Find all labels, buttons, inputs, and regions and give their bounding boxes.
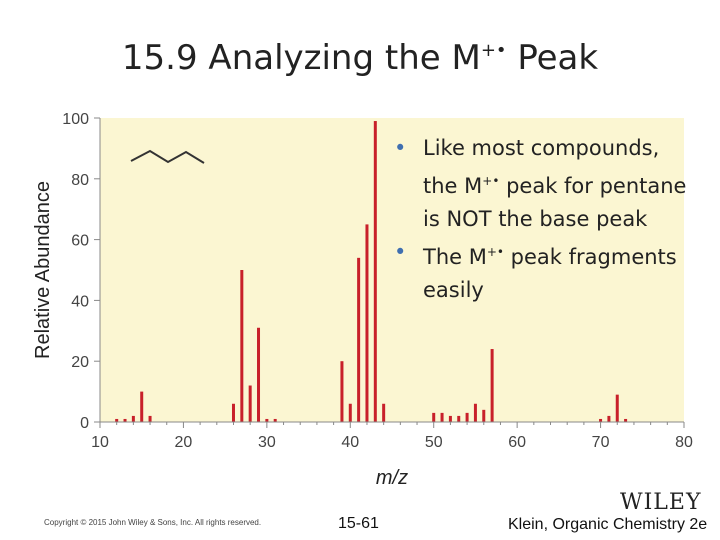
spectrum-peak-73 — [624, 418, 628, 422]
y-tick-label: 0 — [80, 415, 89, 432]
spectrum-peak-44 — [382, 403, 386, 422]
spectrum-peak-28 — [248, 385, 252, 422]
pentane-structure — [130, 149, 205, 164]
spectrum-peak-29 — [257, 327, 261, 422]
y-tick-label: 60 — [71, 233, 89, 250]
y-tick-label: 20 — [71, 354, 89, 371]
spectrum-peak-56 — [482, 409, 486, 422]
spectrum-peak-50 — [432, 412, 436, 422]
x-tick-label: 60 — [508, 434, 526, 451]
spectrum-peak-13 — [123, 418, 127, 422]
spectrum-peak-26 — [231, 403, 235, 422]
bullet-list: Like most compounds, the M+• peak for pe… — [392, 132, 692, 307]
spectrum-peak-39 — [340, 361, 344, 422]
x-tick-label: 70 — [592, 434, 610, 451]
x-axis-label: m/z — [376, 467, 408, 489]
x-tick-label: 80 — [675, 434, 693, 451]
slide-number: 15-61 — [338, 515, 379, 532]
x-tick-label: 40 — [341, 434, 359, 451]
y-axis-label: Relative Abundance — [32, 181, 54, 359]
bullet-item: Like most compounds, the M+• peak for pe… — [392, 132, 692, 236]
spectrum-peak-51 — [440, 412, 444, 422]
y-tick-label: 100 — [62, 111, 89, 128]
wiley-logo: WILEY — [620, 490, 702, 515]
spectrum-peak-55 — [473, 403, 477, 422]
spectrum-peak-70 — [599, 418, 603, 422]
spectrum-peak-52 — [448, 415, 452, 422]
spectrum-peak-72 — [615, 394, 619, 422]
spectrum-peak-54 — [465, 412, 469, 422]
spectrum-peak-30 — [265, 418, 269, 422]
spectrum-peak-53 — [457, 415, 461, 422]
spectrum-peak-42 — [365, 224, 369, 422]
spectrum-peak-71 — [607, 415, 611, 422]
x-tick-label: 10 — [91, 434, 109, 451]
spectrum-peak-40 — [348, 403, 352, 422]
slide-title: 15.9 Analyzing the M+• Peak — [121, 38, 599, 78]
radical-cation-superscript: +• — [480, 40, 507, 61]
x-tick-label: 20 — [175, 434, 193, 451]
spectrum-peak-12 — [115, 418, 119, 422]
y-tick-label: 40 — [71, 293, 89, 310]
spectrum-peak-43 — [373, 121, 377, 422]
spectrum-peak-57 — [490, 349, 494, 422]
spectrum-peak-16 — [148, 415, 152, 422]
x-tick-label: 30 — [258, 434, 276, 451]
x-tick-label: 50 — [425, 434, 443, 451]
textbook-citation: Klein, Organic Chemistry 2e — [508, 516, 708, 533]
spectrum-peak-15 — [140, 391, 144, 422]
spectrum-peak-41 — [357, 257, 361, 422]
copyright-notice: Copyright © 2015 John Wiley & Sons, Inc.… — [44, 518, 262, 527]
y-tick-label: 80 — [71, 172, 89, 189]
bullet-item: The M+• peak fragments easily — [392, 236, 692, 307]
spectrum-peak-14 — [131, 415, 135, 422]
spectrum-peak-27 — [240, 270, 244, 422]
spectrum-peak-31 — [273, 418, 277, 422]
